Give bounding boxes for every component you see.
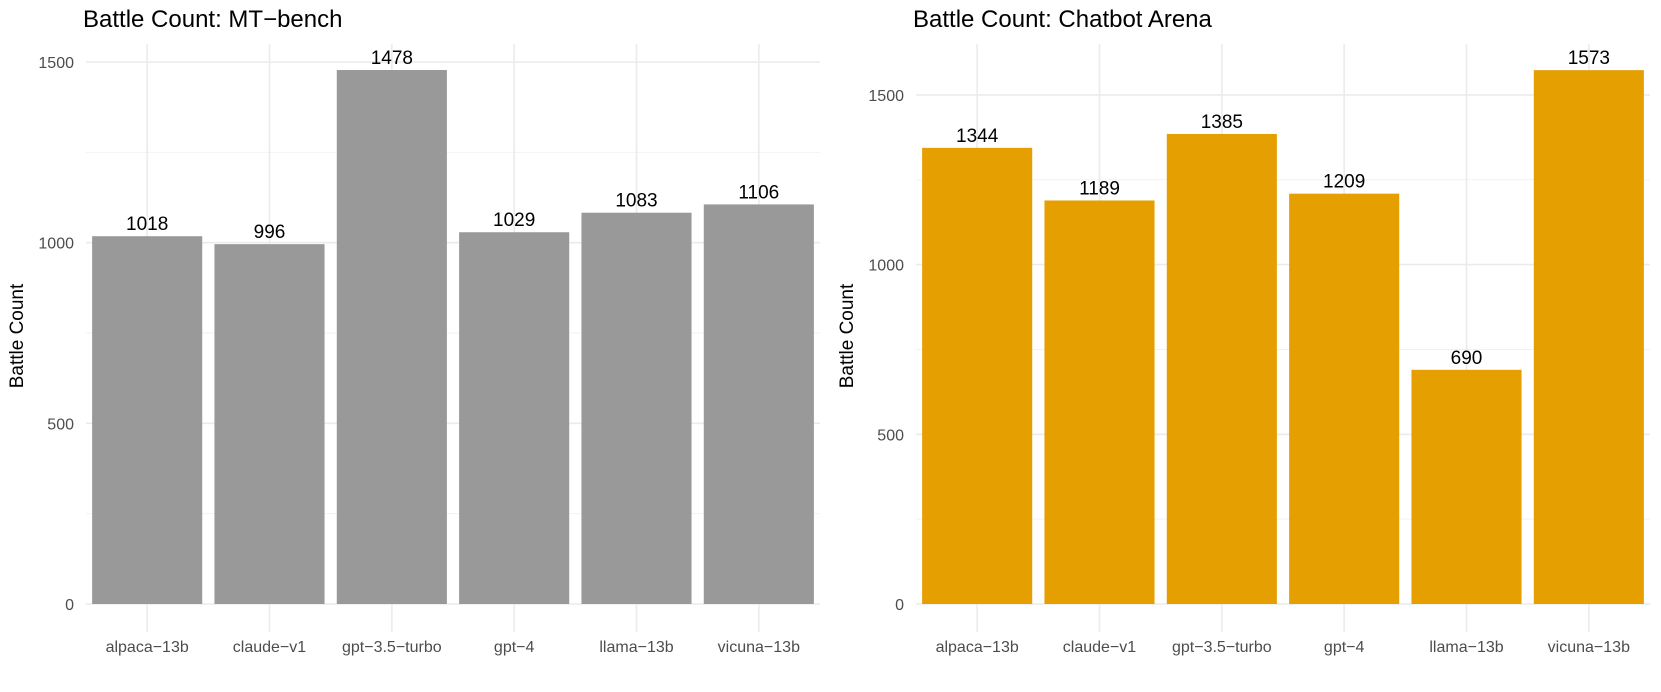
- data-label: 1189: [1079, 178, 1120, 199]
- x-tick-label: vicuna−13b: [718, 639, 800, 656]
- bar: [459, 232, 570, 605]
- bar: [92, 236, 203, 604]
- x-tick-label: llama−13b: [1429, 639, 1503, 656]
- chatbot-arena-bar-chart: 0 500 1000 1500 1344 alpaca−13b 1189 claude−v1 1…: [868, 44, 1650, 656]
- bar: [1411, 369, 1522, 604]
- data-label: 1018: [126, 214, 168, 235]
- bar: [922, 147, 1033, 604]
- data-label: 1209: [1323, 172, 1365, 193]
- x-tick-label: alpaca−13b: [936, 639, 1019, 656]
- mt-bench-bar-chart: 0 500 1000 1500 1018 alpaca−13b 996 claude−v1 14…: [38, 44, 820, 656]
- data-label: 1106: [738, 182, 779, 203]
- bar: [581, 212, 692, 604]
- y-tick-label: 1000: [868, 258, 904, 275]
- chart-title: Battle Count: Chatbot Arena: [913, 6, 1212, 33]
- y-tick-label: 1500: [38, 55, 74, 72]
- x-tick-label: gpt−4: [1324, 639, 1365, 656]
- data-label: 1385: [1201, 112, 1243, 133]
- y-tick-label: 500: [47, 416, 74, 433]
- bar: [1044, 200, 1155, 604]
- data-label: 1344: [956, 126, 999, 147]
- mt-bench-chart-panel: Battle Count: MT−bench Battle Count 0 500…: [0, 0, 830, 692]
- x-tick-label: gpt−3.5−turbo: [342, 639, 442, 656]
- x-tick-label: alpaca−13b: [106, 639, 189, 656]
- x-tick-label: gpt−3.5−turbo: [1172, 639, 1272, 656]
- data-label: 1029: [493, 210, 535, 231]
- y-tick-label: 0: [895, 597, 904, 614]
- data-label: 1083: [615, 191, 657, 212]
- y-tick-label: 500: [877, 427, 904, 444]
- bar: [1289, 193, 1400, 604]
- x-tick-label: claude−v1: [1063, 639, 1136, 656]
- x-tick-label: gpt−4: [494, 639, 535, 656]
- bar: [703, 204, 814, 604]
- x-tick-label: vicuna−13b: [1548, 639, 1630, 656]
- x-tick-label: llama−13b: [599, 639, 673, 656]
- y-tick-label: 1000: [38, 236, 74, 253]
- chart-title: Battle Count: MT−bench: [83, 6, 343, 33]
- y-tick-label: 0: [65, 597, 74, 614]
- data-label: 1573: [1568, 48, 1610, 69]
- chatbot-arena-chart-panel: Battle Count: Chatbot Arena Battle Count…: [830, 0, 1661, 692]
- data-label: 996: [254, 222, 286, 243]
- y-tick-label: 1500: [868, 88, 904, 105]
- x-tick-label: claude−v1: [233, 639, 306, 656]
- data-label: 690: [1451, 348, 1483, 369]
- bar: [1166, 133, 1277, 604]
- bar: [214, 244, 325, 604]
- bar: [1533, 70, 1644, 605]
- data-label: 1478: [371, 48, 413, 69]
- bar: [336, 70, 447, 605]
